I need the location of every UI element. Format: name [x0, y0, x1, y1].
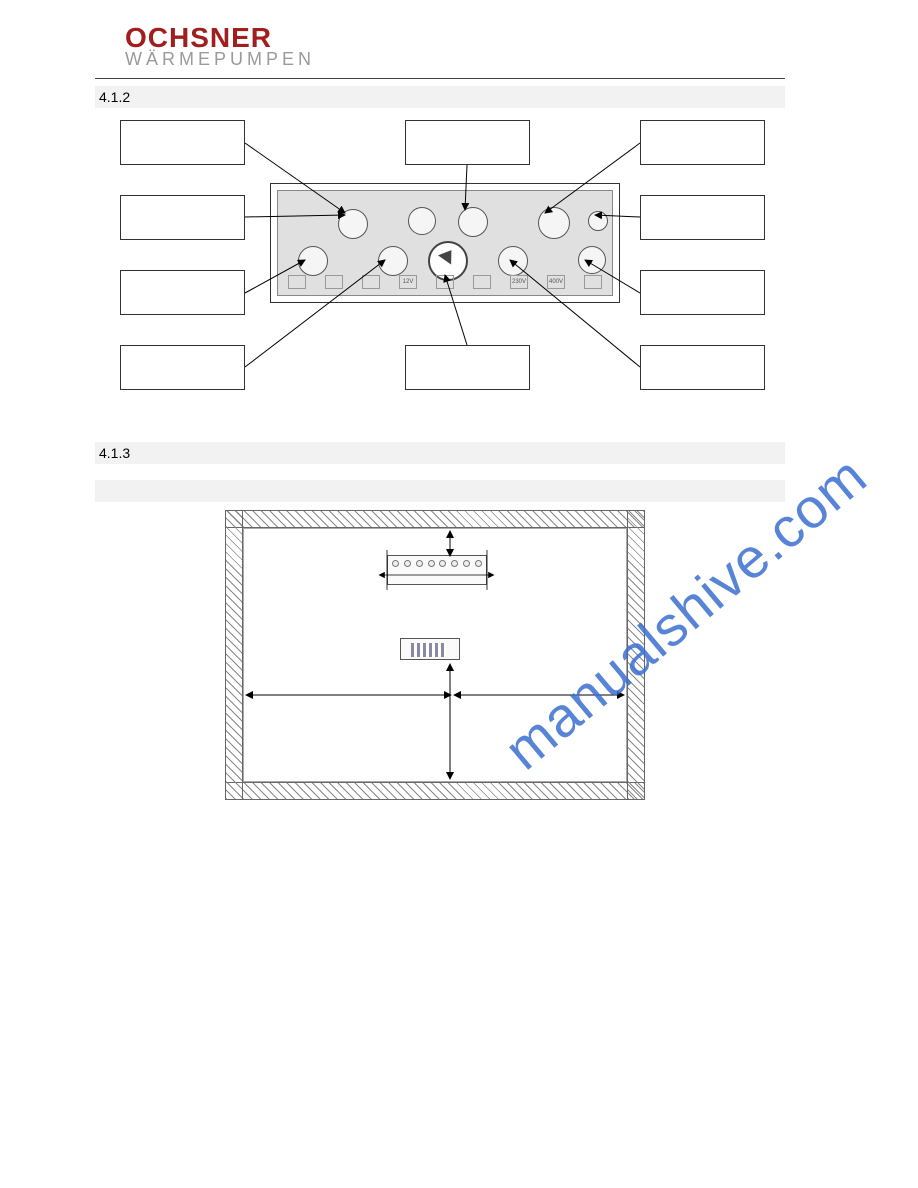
connection-port	[588, 211, 608, 231]
callout-box	[640, 120, 765, 165]
panel-symbol-icon	[325, 275, 343, 289]
panel-face: 12V 230V 400V	[277, 190, 613, 296]
logo-line2: WÄRMEPUMPEN	[125, 50, 315, 68]
panel-symbol-icon	[473, 275, 491, 289]
callout-box	[640, 270, 765, 315]
connection-port	[338, 209, 368, 239]
wall-hatch	[225, 510, 243, 800]
panel-symbol-icon: 12V	[399, 275, 417, 289]
room-outline	[225, 510, 645, 800]
connection-port	[538, 207, 570, 239]
heatpump-unit-top	[387, 555, 487, 585]
header-rule	[95, 78, 785, 79]
logo-line1: OCHSNER	[125, 24, 315, 52]
panel-symbol-icon	[362, 275, 380, 289]
connection-port	[498, 246, 528, 276]
wall-hatch	[225, 782, 645, 800]
panel-symbol-icon: 230V	[510, 275, 528, 289]
callout-box	[640, 195, 765, 240]
brand-logo: OCHSNER WÄRMEPUMPEN	[125, 24, 315, 68]
callout-box	[120, 195, 245, 240]
panel-icon-strip: 12V 230V 400V	[284, 273, 606, 291]
panel-symbol-icon	[288, 275, 306, 289]
connection-port	[378, 246, 408, 276]
callout-box	[405, 345, 530, 390]
wall-hatch	[225, 510, 645, 528]
connection-port	[578, 246, 606, 274]
panel-symbol-icon	[584, 275, 602, 289]
heatpump-unit-body	[400, 638, 460, 660]
connection-port	[408, 207, 436, 235]
wall-hatch	[627, 510, 645, 800]
section-heading-412: 4.1.2	[95, 86, 785, 108]
section-subheading-413	[95, 480, 785, 502]
callout-box	[640, 345, 765, 390]
callout-box	[120, 120, 245, 165]
unit-connection-dots	[392, 560, 482, 570]
callout-box	[405, 120, 530, 165]
section-heading-413: 4.1.3	[95, 442, 785, 464]
connection-port	[458, 207, 488, 237]
panel-symbol-icon	[436, 275, 454, 289]
callout-box	[120, 270, 245, 315]
installation-plan-diagram	[225, 510, 645, 800]
connection-port	[298, 246, 328, 276]
connection-panel: 12V 230V 400V	[270, 183, 620, 303]
panel-symbol-icon: 400V	[547, 275, 565, 289]
callout-box	[120, 345, 245, 390]
connection-panel-diagram: 12V 230V 400V	[95, 115, 795, 405]
